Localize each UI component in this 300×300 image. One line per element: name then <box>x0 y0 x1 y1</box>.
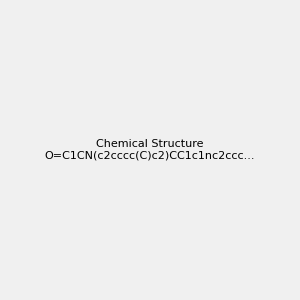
Text: Chemical Structure
O=C1CN(c2cccc(C)c2)CC1c1nc2ccc...: Chemical Structure O=C1CN(c2cccc(C)c2)CC… <box>45 139 255 161</box>
